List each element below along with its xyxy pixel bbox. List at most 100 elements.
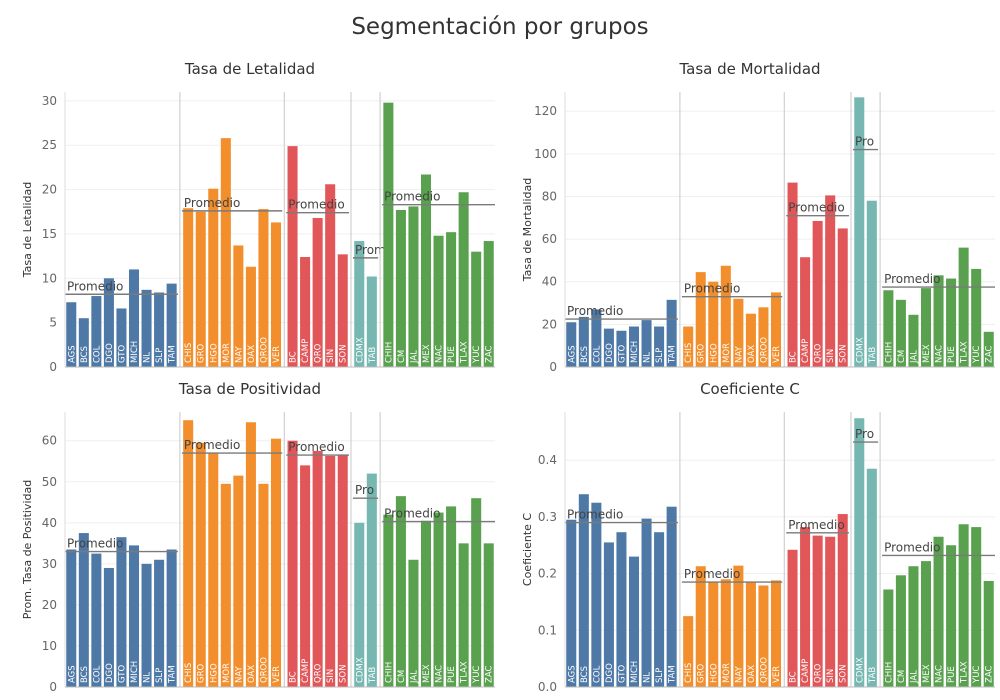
category-label: SLP: [655, 668, 665, 683]
category-label: BCS: [80, 346, 90, 363]
bar: [366, 276, 377, 367]
bar: [578, 494, 589, 687]
chart-title: Tasa de Positividad: [178, 380, 322, 398]
bar: [420, 174, 432, 367]
panel-mortalidad: Tasa de Mortalidad 0 20 40 60 80 100 120 Tasa d…: [500, 60, 1000, 374]
bar: [471, 251, 482, 367]
bar: [245, 266, 256, 367]
bar: [758, 307, 769, 367]
category-label: SIN: [326, 669, 336, 683]
category-label: HGO: [209, 663, 219, 683]
category-label: GRO: [197, 664, 207, 683]
category-label: GRO: [197, 344, 207, 363]
category-label: QROO: [759, 337, 769, 363]
bar: [395, 496, 406, 687]
panel-positividad: Tasa de Positividad 0 10 20 30 40 50 60 Prom. T…: [0, 380, 500, 694]
category-label: SIN: [826, 349, 836, 363]
average-label: Promedio: [788, 518, 844, 532]
average-label: Promedio: [567, 304, 623, 318]
category-label: JAL: [909, 350, 919, 364]
bar: [78, 533, 89, 687]
category-label: TAB: [868, 347, 878, 364]
category-label: MICH: [130, 661, 140, 683]
category-label: YUC: [972, 346, 982, 364]
bar: [337, 254, 348, 367]
category-label: MOR: [722, 343, 732, 363]
y-tick-label: 100: [534, 147, 557, 161]
category-label: YUC: [972, 666, 982, 684]
bar: [708, 581, 719, 687]
category-label: VER: [272, 666, 282, 683]
category-label: GRO: [697, 664, 707, 683]
category-label: VER: [272, 346, 282, 363]
bar: [154, 292, 165, 367]
category-label: NAC: [935, 665, 945, 683]
y-tick-label: 15: [42, 227, 57, 241]
category-label: DGO: [605, 343, 615, 363]
bar: [825, 536, 836, 687]
category-label: HGO: [709, 663, 719, 683]
bar: [837, 514, 848, 687]
category-label: PUE: [447, 666, 457, 683]
bar: [566, 322, 577, 367]
main-title: Segmentación por grupos: [351, 14, 649, 40]
y-tick-label: 0.1: [538, 623, 557, 637]
bar: [312, 217, 323, 367]
category-label: SON: [839, 345, 849, 363]
bar: [920, 561, 932, 687]
bar: [141, 289, 152, 367]
bar: [883, 589, 894, 687]
y-tick-label: 20: [42, 183, 57, 197]
category-label: NAC: [435, 345, 445, 363]
category-label: CDMX: [855, 337, 865, 363]
bar: [116, 308, 127, 367]
category-label: GTO: [117, 665, 127, 683]
bar: [258, 483, 269, 687]
bar: [654, 532, 665, 687]
bar: [854, 418, 865, 687]
bar: [603, 542, 614, 687]
bar: [233, 475, 244, 687]
y-tick-label: 25: [42, 138, 57, 152]
category-label: CM: [897, 350, 907, 363]
category-label: CHIH: [384, 662, 394, 683]
bar: [683, 326, 694, 367]
category-label: DGO: [605, 663, 615, 683]
y-tick-label: 50: [42, 475, 57, 489]
category-label: AGS: [567, 665, 577, 683]
bar: [920, 288, 932, 367]
category-label: MICH: [130, 341, 140, 363]
bar: [103, 278, 114, 367]
average-label: Pro: [355, 483, 374, 497]
category-label: OAX: [247, 665, 257, 683]
category-label: NL: [643, 672, 653, 683]
category-label: NAY: [234, 665, 244, 683]
category-label: CM: [397, 350, 407, 363]
category-label: NAC: [435, 665, 445, 683]
y-tick-label: 40: [542, 275, 557, 289]
category-label: CHIS: [684, 663, 694, 683]
bar: [895, 575, 906, 687]
category-label: CDMX: [855, 657, 865, 683]
category-label: SON: [339, 665, 349, 683]
category-label: QRO: [314, 663, 324, 683]
category-label: CDMX: [355, 657, 365, 683]
category-label: ZAC: [485, 666, 495, 683]
category-label: PUE: [447, 346, 457, 363]
bar: [825, 195, 836, 367]
category-label: BCS: [580, 346, 590, 363]
category-label: BCS: [80, 666, 90, 683]
category-label: MOR: [222, 343, 232, 363]
bar: [128, 269, 140, 367]
bar: [270, 438, 282, 687]
bar: [300, 257, 311, 367]
category-label: COL: [92, 665, 102, 683]
bar: [300, 465, 311, 687]
category-label: JAL: [409, 670, 419, 684]
bar: [733, 565, 744, 687]
bar: [483, 543, 494, 687]
bar: [66, 302, 77, 367]
category-label: DGO: [105, 663, 115, 683]
average-label: Promedio: [884, 272, 940, 286]
category-label: DGO: [105, 343, 115, 363]
